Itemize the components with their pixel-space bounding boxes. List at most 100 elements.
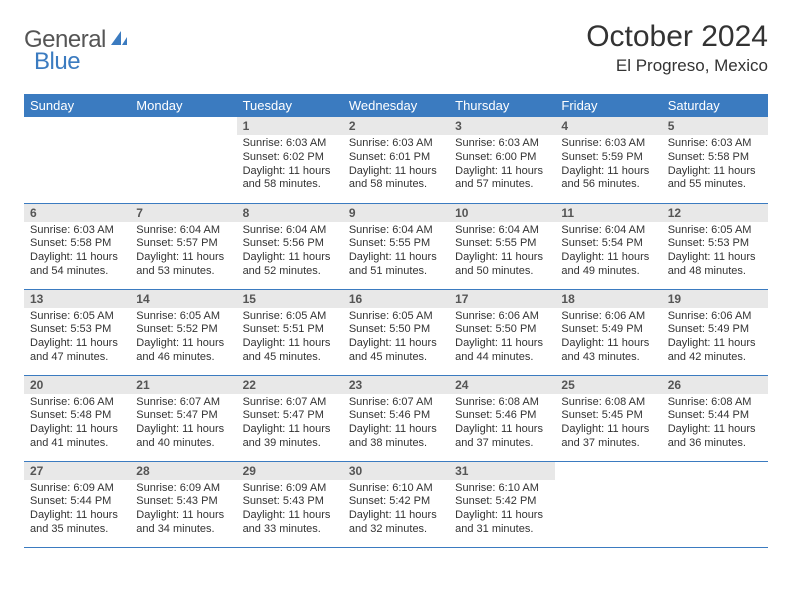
daylight-text-2: and 33 minutes. xyxy=(243,523,337,537)
daylight-text-1: Daylight: 11 hours xyxy=(561,251,655,265)
weekday-header: Wednesday xyxy=(343,94,449,117)
daylight-text-1: Daylight: 11 hours xyxy=(136,509,230,523)
daylight-text-1: Daylight: 11 hours xyxy=(668,251,762,265)
week-row: 1Sunrise: 6:03 AMSunset: 6:02 PMDaylight… xyxy=(24,117,768,203)
day-cell: 21Sunrise: 6:07 AMSunset: 5:47 PMDayligh… xyxy=(130,375,236,461)
day-number: 14 xyxy=(130,290,236,308)
daylight-text-1: Daylight: 11 hours xyxy=(349,423,443,437)
day-content: Sunrise: 6:05 AMSunset: 5:53 PMDaylight:… xyxy=(662,222,768,283)
daylight-text-2: and 43 minutes. xyxy=(561,351,655,365)
sunrise-text: Sunrise: 6:03 AM xyxy=(561,137,655,151)
day-content: Sunrise: 6:08 AMSunset: 5:45 PMDaylight:… xyxy=(555,394,661,455)
day-cell: 4Sunrise: 6:03 AMSunset: 5:59 PMDaylight… xyxy=(555,117,661,203)
day-cell: 7Sunrise: 6:04 AMSunset: 5:57 PMDaylight… xyxy=(130,203,236,289)
daylight-text-2: and 42 minutes. xyxy=(668,351,762,365)
daylight-text-2: and 53 minutes. xyxy=(136,265,230,279)
sunrise-text: Sunrise: 6:04 AM xyxy=(561,224,655,238)
day-number: 19 xyxy=(662,290,768,308)
week-row: 13Sunrise: 6:05 AMSunset: 5:53 PMDayligh… xyxy=(24,289,768,375)
daylight-text-1: Daylight: 11 hours xyxy=(561,337,655,351)
sunset-text: Sunset: 5:42 PM xyxy=(455,495,549,509)
sunset-text: Sunset: 5:54 PM xyxy=(561,237,655,251)
day-cell: 29Sunrise: 6:09 AMSunset: 5:43 PMDayligh… xyxy=(237,461,343,547)
day-number: 28 xyxy=(130,462,236,480)
weekday-header: Friday xyxy=(555,94,661,117)
daylight-text-2: and 39 minutes. xyxy=(243,437,337,451)
daylight-text-2: and 46 minutes. xyxy=(136,351,230,365)
day-content: Sunrise: 6:03 AMSunset: 6:01 PMDaylight:… xyxy=(343,135,449,196)
day-cell: 15Sunrise: 6:05 AMSunset: 5:51 PMDayligh… xyxy=(237,289,343,375)
daylight-text-1: Daylight: 11 hours xyxy=(30,509,124,523)
day-content: Sunrise: 6:06 AMSunset: 5:48 PMDaylight:… xyxy=(24,394,130,455)
daylight-text-2: and 50 minutes. xyxy=(455,265,549,279)
day-content: Sunrise: 6:07 AMSunset: 5:47 PMDaylight:… xyxy=(237,394,343,455)
daylight-text-1: Daylight: 11 hours xyxy=(136,337,230,351)
sunset-text: Sunset: 5:49 PM xyxy=(668,323,762,337)
daylight-text-2: and 45 minutes. xyxy=(349,351,443,365)
sunrise-text: Sunrise: 6:04 AM xyxy=(349,224,443,238)
sunset-text: Sunset: 5:46 PM xyxy=(455,409,549,423)
daylight-text-2: and 49 minutes. xyxy=(561,265,655,279)
sunrise-text: Sunrise: 6:05 AM xyxy=(668,224,762,238)
day-number: 11 xyxy=(555,204,661,222)
sunrise-text: Sunrise: 6:07 AM xyxy=(136,396,230,410)
day-number: 13 xyxy=(24,290,130,308)
sunset-text: Sunset: 5:43 PM xyxy=(136,495,230,509)
day-content: Sunrise: 6:03 AMSunset: 5:58 PMDaylight:… xyxy=(662,135,768,196)
brand-blue-line: Blue xyxy=(34,48,80,76)
sunrise-text: Sunrise: 6:09 AM xyxy=(30,482,124,496)
daylight-text-1: Daylight: 11 hours xyxy=(668,337,762,351)
day-number xyxy=(662,462,768,480)
day-cell: 25Sunrise: 6:08 AMSunset: 5:45 PMDayligh… xyxy=(555,375,661,461)
day-number: 21 xyxy=(130,376,236,394)
sunset-text: Sunset: 5:58 PM xyxy=(30,237,124,251)
daylight-text-1: Daylight: 11 hours xyxy=(561,423,655,437)
weekday-header: Sunday xyxy=(24,94,130,117)
day-content: Sunrise: 6:05 AMSunset: 5:53 PMDaylight:… xyxy=(24,308,130,369)
sunset-text: Sunset: 6:01 PM xyxy=(349,151,443,165)
brand-sail-icon xyxy=(109,29,129,52)
daylight-text-1: Daylight: 11 hours xyxy=(455,423,549,437)
location: El Progreso, Mexico xyxy=(586,56,768,76)
day-number: 12 xyxy=(662,204,768,222)
weekday-header: Monday xyxy=(130,94,236,117)
day-number: 7 xyxy=(130,204,236,222)
day-cell: 8Sunrise: 6:04 AMSunset: 5:56 PMDaylight… xyxy=(237,203,343,289)
sunrise-text: Sunrise: 6:04 AM xyxy=(243,224,337,238)
daylight-text-1: Daylight: 11 hours xyxy=(243,423,337,437)
sunrise-text: Sunrise: 6:03 AM xyxy=(30,224,124,238)
sunset-text: Sunset: 5:51 PM xyxy=(243,323,337,337)
day-content: Sunrise: 6:03 AMSunset: 6:00 PMDaylight:… xyxy=(449,135,555,196)
day-cell xyxy=(662,461,768,547)
day-cell: 20Sunrise: 6:06 AMSunset: 5:48 PMDayligh… xyxy=(24,375,130,461)
day-number: 18 xyxy=(555,290,661,308)
day-content: Sunrise: 6:04 AMSunset: 5:54 PMDaylight:… xyxy=(555,222,661,283)
week-row: 6Sunrise: 6:03 AMSunset: 5:58 PMDaylight… xyxy=(24,203,768,289)
day-number: 4 xyxy=(555,117,661,135)
sunset-text: Sunset: 5:58 PM xyxy=(668,151,762,165)
sunset-text: Sunset: 5:55 PM xyxy=(349,237,443,251)
sunset-text: Sunset: 5:53 PM xyxy=(30,323,124,337)
sunset-text: Sunset: 5:56 PM xyxy=(243,237,337,251)
day-cell: 18Sunrise: 6:06 AMSunset: 5:49 PMDayligh… xyxy=(555,289,661,375)
day-number: 30 xyxy=(343,462,449,480)
sunrise-text: Sunrise: 6:05 AM xyxy=(30,310,124,324)
day-cell: 31Sunrise: 6:10 AMSunset: 5:42 PMDayligh… xyxy=(449,461,555,547)
daylight-text-2: and 44 minutes. xyxy=(455,351,549,365)
sunset-text: Sunset: 6:02 PM xyxy=(243,151,337,165)
day-content: Sunrise: 6:04 AMSunset: 5:55 PMDaylight:… xyxy=(343,222,449,283)
day-number: 2 xyxy=(343,117,449,135)
daylight-text-2: and 54 minutes. xyxy=(30,265,124,279)
day-cell: 6Sunrise: 6:03 AMSunset: 5:58 PMDaylight… xyxy=(24,203,130,289)
daylight-text-2: and 58 minutes. xyxy=(243,178,337,192)
day-number: 10 xyxy=(449,204,555,222)
day-number: 3 xyxy=(449,117,555,135)
brand-text-2: Blue xyxy=(34,48,80,75)
day-cell: 9Sunrise: 6:04 AMSunset: 5:55 PMDaylight… xyxy=(343,203,449,289)
day-content: Sunrise: 6:05 AMSunset: 5:50 PMDaylight:… xyxy=(343,308,449,369)
sunset-text: Sunset: 5:52 PM xyxy=(136,323,230,337)
day-cell xyxy=(24,117,130,203)
day-content: Sunrise: 6:09 AMSunset: 5:43 PMDaylight:… xyxy=(237,480,343,541)
day-cell: 22Sunrise: 6:07 AMSunset: 5:47 PMDayligh… xyxy=(237,375,343,461)
day-number: 8 xyxy=(237,204,343,222)
